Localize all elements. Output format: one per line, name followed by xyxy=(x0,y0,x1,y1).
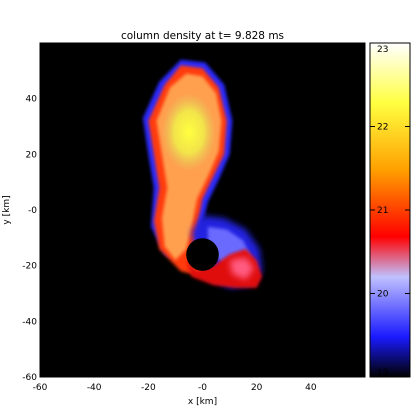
x-axis: -60 -40 -20 -0 20 40 xyxy=(33,43,317,393)
x-axis-label: x [km] xyxy=(188,397,217,407)
x-tick-label: 40 xyxy=(305,383,317,393)
plot-title: column density at t= 9.828 ms xyxy=(120,30,285,42)
colorbar xyxy=(369,42,411,378)
colorbar-ticks: 19 20 21 22 23 xyxy=(370,42,410,378)
y-tick-label: -0 xyxy=(28,206,37,216)
x-tick-label: -20 xyxy=(141,383,156,393)
x-tick-label: -60 xyxy=(33,383,48,393)
colorbar-tick-label: 23 xyxy=(377,45,388,55)
remnant-core xyxy=(161,93,217,172)
black-hole xyxy=(186,238,219,271)
y-tick-label: -20 xyxy=(22,262,37,272)
colorbar-tick-label: 19 xyxy=(377,368,389,378)
accretion-stream-highlight xyxy=(229,257,254,280)
colorbar-tick-label: 22 xyxy=(377,123,388,133)
y-axis: -60 -40 -20 -0 20 40 xyxy=(22,95,365,383)
y-tick-label: 40 xyxy=(26,95,38,105)
density-field xyxy=(142,59,263,288)
y-tick-label: -40 xyxy=(22,317,37,327)
x-tick-label: -40 xyxy=(87,383,102,393)
y-axis-label: y [km] xyxy=(2,195,12,224)
x-tick-label: -0 xyxy=(198,383,207,393)
x-tick-label: 20 xyxy=(251,383,263,393)
y-tick-label: 20 xyxy=(26,150,38,160)
colorbar-tick-label: 21 xyxy=(377,206,388,216)
colorbar-tick-label: 20 xyxy=(377,290,389,300)
y-tick-label: -60 xyxy=(22,373,37,383)
